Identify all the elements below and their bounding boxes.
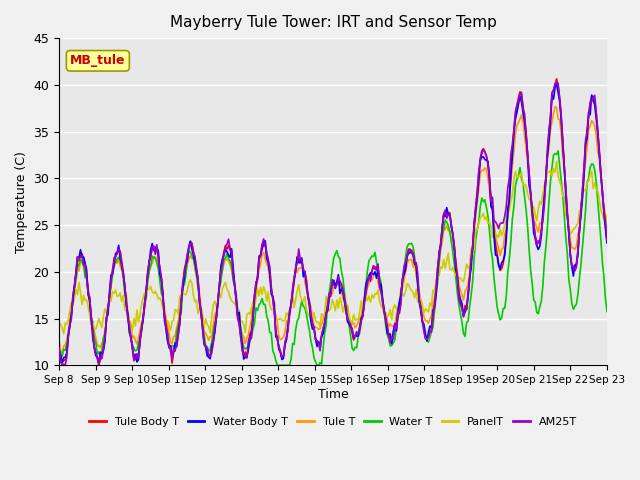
X-axis label: Time: Time xyxy=(317,388,348,401)
Title: Mayberry Tule Tower: IRT and Sensor Temp: Mayberry Tule Tower: IRT and Sensor Temp xyxy=(170,15,497,30)
Legend: Tule Body T, Water Body T, Tule T, Water T, PanelT, AM25T: Tule Body T, Water Body T, Tule T, Water… xyxy=(85,413,581,432)
Y-axis label: Temperature (C): Temperature (C) xyxy=(15,151,28,252)
Text: MB_tule: MB_tule xyxy=(70,54,125,67)
